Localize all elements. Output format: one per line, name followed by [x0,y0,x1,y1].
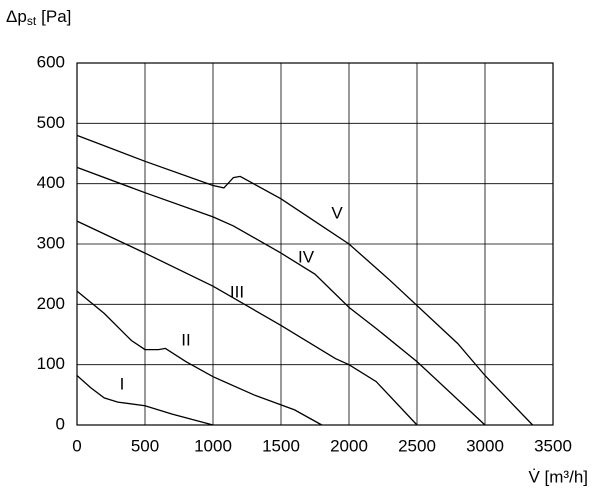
y-tick-label: 600 [37,52,65,71]
x-tick-label: 3500 [534,436,572,455]
curve [76,375,214,426]
curve-label: I [120,374,125,393]
y-tick-label: 100 [37,354,65,373]
curve-label: V [331,203,343,222]
curve [76,290,323,426]
y-axis-label: Δpst [Pa] [6,7,71,28]
curve [76,134,534,426]
curve [76,166,486,426]
y-tick-label: 200 [37,294,65,313]
y-tick-label: 300 [37,233,65,252]
x-tick-label: 3000 [466,436,504,455]
y-label-unit: [Pa] [41,7,71,26]
x-tick-label: 0 [72,436,81,455]
y-label-sub: st [27,14,37,28]
curve [76,220,418,426]
x-tick-label: 2000 [330,436,368,455]
x-tick-label: 2500 [398,436,436,455]
x-tick-label: 1000 [194,436,232,455]
plot-frame [76,62,554,426]
x-tick-label: 1500 [262,436,300,455]
y-tick-label: 0 [56,414,65,433]
curve-label: III [230,282,244,301]
y-tick-label: 400 [37,173,65,192]
curve-label: IV [298,247,315,266]
x-tick-label: 500 [131,436,159,455]
x-axis-label: V̇ [m³/h] [528,467,588,486]
y-label-main: Δp [6,7,27,26]
curve-label: II [181,330,190,349]
y-tick-label: 500 [37,113,65,132]
